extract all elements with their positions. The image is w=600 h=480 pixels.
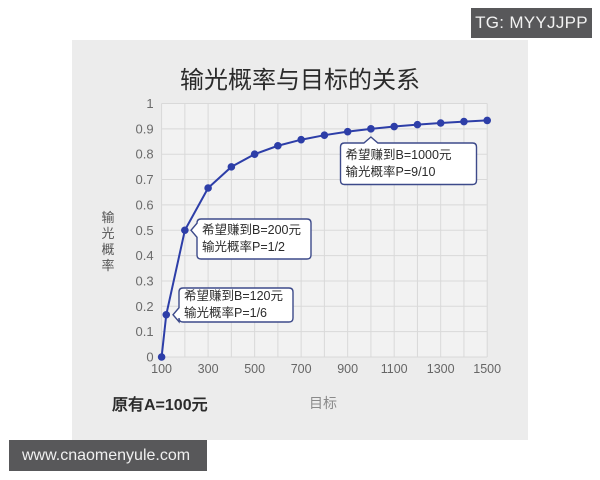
svg-text:700: 700 [291,362,312,376]
svg-text:900: 900 [337,362,358,376]
svg-text:0.9: 0.9 [136,121,154,136]
svg-text:1500: 1500 [473,362,501,376]
svg-text:0.8: 0.8 [136,147,154,162]
svg-text:300: 300 [198,362,219,376]
svg-text:0.5: 0.5 [136,223,154,238]
svg-text:1: 1 [146,96,153,111]
svg-text:500: 500 [244,362,265,376]
svg-text:100: 100 [151,362,172,376]
svg-text:0.3: 0.3 [136,273,154,288]
svg-text:1300: 1300 [427,362,455,376]
svg-text:0.6: 0.6 [136,197,154,212]
svg-text:0.4: 0.4 [136,248,154,263]
svg-text:0.7: 0.7 [136,172,154,187]
svg-text:0.1: 0.1 [136,324,154,339]
svg-text:0.2: 0.2 [136,299,154,314]
svg-text:1100: 1100 [381,362,408,376]
